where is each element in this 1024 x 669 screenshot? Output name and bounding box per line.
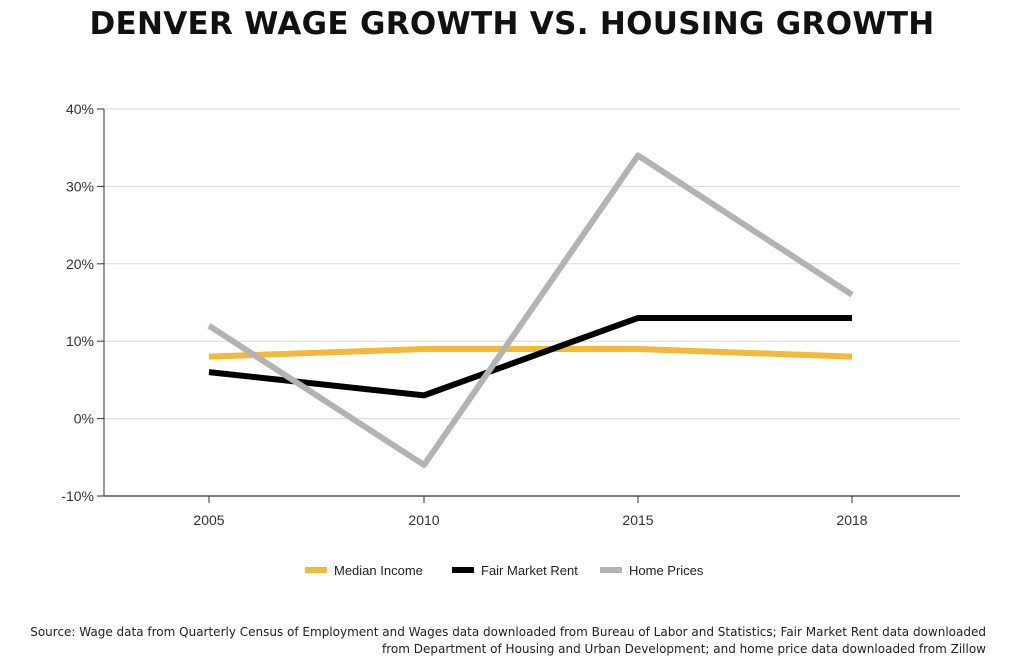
y-tick-label: 20%	[66, 256, 94, 272]
x-tick-label: 2015	[622, 512, 653, 528]
series-line-median-income	[208, 345, 853, 360]
axes	[97, 108, 960, 503]
x-tick-label: 2005	[193, 512, 224, 528]
series-lines	[207, 152, 854, 469]
y-tick-label: -10%	[61, 488, 94, 504]
series-line-fair-market-rent	[208, 314, 852, 399]
legend-label: Home Prices	[629, 563, 704, 578]
y-tick-label: 30%	[66, 178, 94, 194]
tick-labels: -10% 0% 10% 20% 30% 40% 2005 2010 2015 2018	[61, 101, 867, 528]
y-tick-label: 0%	[74, 411, 94, 427]
y-tick-label: 10%	[66, 333, 94, 349]
legend-label: Fair Market Rent	[481, 563, 578, 578]
page-title: DENVER WAGE GROWTH VS. HOUSING GROWTH	[89, 6, 935, 42]
legend: Median Income Fair Market Rent Home Prices	[305, 563, 704, 578]
y-tick-label: 40%	[66, 101, 94, 117]
series-line-home-prices	[207, 152, 854, 469]
grid-lines	[104, 108, 960, 420]
legend-label: Median Income	[334, 563, 423, 578]
source-note: Source: Wage data from Quarterly Census …	[30, 625, 986, 656]
x-tick-label: 2018	[836, 512, 867, 528]
x-tick-label: 2010	[408, 512, 439, 528]
